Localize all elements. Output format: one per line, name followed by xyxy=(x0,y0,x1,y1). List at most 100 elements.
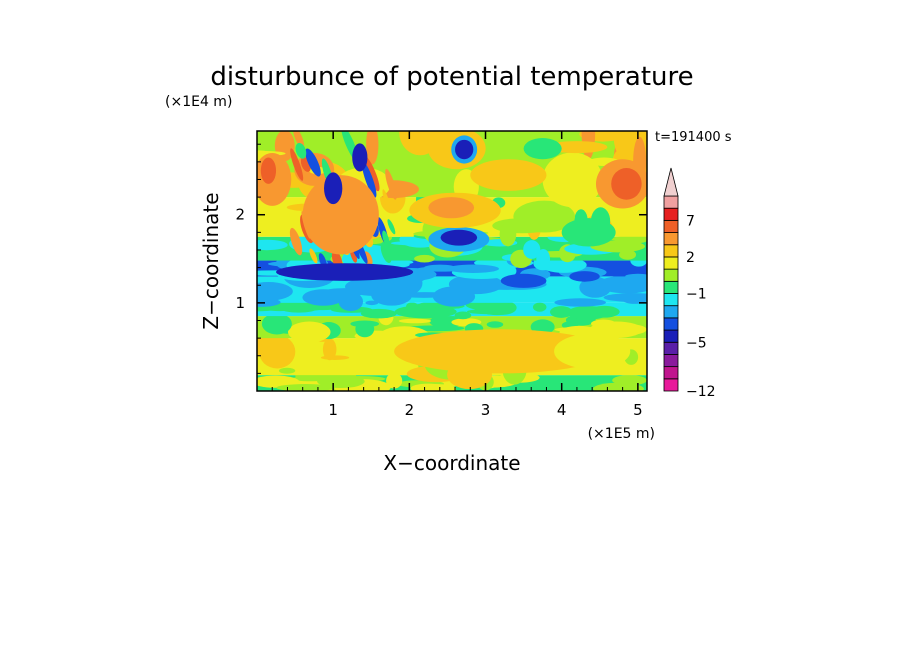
contour-patch xyxy=(448,274,504,295)
contour-patch xyxy=(625,273,647,279)
contour-features xyxy=(257,135,647,374)
contour-patch xyxy=(532,302,547,312)
y-tick-label: 1 xyxy=(235,294,245,312)
colorbar xyxy=(663,167,679,392)
x-axis: 1 2 3 4 5 xyxy=(271,131,643,419)
contour-blob xyxy=(611,168,642,200)
wave-streak xyxy=(361,161,377,198)
wave-streak xyxy=(295,142,307,159)
contour-patch xyxy=(554,327,595,333)
contour-blob xyxy=(440,229,478,246)
colorbar-swatch xyxy=(663,354,679,368)
contour-patch xyxy=(257,375,300,388)
wave-streak xyxy=(380,242,392,263)
wave-streak xyxy=(309,248,318,264)
colorbar-labels: 7 2 −1 −5 −12 xyxy=(686,213,716,400)
contour-patch xyxy=(423,303,437,317)
contour-patch xyxy=(513,200,576,233)
contour-blob xyxy=(470,159,547,191)
colorbar-swatch xyxy=(663,219,679,233)
colorbar-extend-arrow xyxy=(663,167,679,197)
colorbar-swatch xyxy=(663,317,679,331)
contour-patch xyxy=(447,264,499,273)
contour-patch xyxy=(622,296,647,304)
colorbar-swatch xyxy=(663,341,679,355)
colorbar-tick-label: 7 xyxy=(686,213,695,229)
contour-patch xyxy=(549,306,573,318)
contour-blob xyxy=(523,138,562,160)
x-scale-label: (×1E5 m) xyxy=(588,426,655,442)
contour-blob xyxy=(302,175,379,255)
x-tick-label: 5 xyxy=(633,401,643,419)
contour-patch xyxy=(542,152,603,208)
contour-patch xyxy=(365,300,379,306)
contour-blob xyxy=(500,273,547,288)
contour-blob xyxy=(554,333,631,369)
contour-blob xyxy=(324,172,343,205)
colorbar-swatch xyxy=(663,366,679,380)
wave-streak xyxy=(305,148,321,177)
plot-frame xyxy=(256,130,648,392)
wave-streak xyxy=(382,189,392,214)
contour-patch xyxy=(366,131,379,165)
contour-patch xyxy=(360,308,397,319)
colorbar-swatch xyxy=(663,280,679,294)
colorbar-swatch xyxy=(663,256,679,270)
y-axis-label: Z−coordinate xyxy=(199,192,223,329)
contour-patch xyxy=(486,321,504,328)
contour-patch xyxy=(261,313,292,335)
colorbar-tick-label: −1 xyxy=(686,287,707,303)
x-tick-label: 1 xyxy=(328,401,338,419)
contour-patch xyxy=(590,319,616,328)
colorbar-tick-label: −5 xyxy=(686,335,707,351)
plot-area xyxy=(257,131,647,391)
contour-patch xyxy=(593,382,644,391)
contour-patch xyxy=(414,254,435,263)
wave-streak xyxy=(382,230,390,247)
x-axis-label: X−coordinate xyxy=(383,451,520,475)
contour-patch xyxy=(617,324,647,335)
colorbar-tick-label: −12 xyxy=(686,384,716,400)
contour-patch xyxy=(371,284,413,306)
wave-streak xyxy=(290,148,304,181)
contour-patch xyxy=(271,306,323,312)
x-tick-label: 3 xyxy=(481,401,491,419)
colorbar-swatch xyxy=(663,329,679,343)
time-label: t=191400 s xyxy=(655,130,732,145)
contour-patch xyxy=(317,374,365,389)
contour-patch xyxy=(478,301,515,316)
colorbar-swatch xyxy=(663,268,679,282)
y-tick-label: 2 xyxy=(235,206,245,224)
contour-patch xyxy=(536,249,551,269)
contour-patch xyxy=(589,305,620,318)
contour-patch xyxy=(287,321,331,343)
contour-blob xyxy=(394,329,608,374)
colorbar-swatch xyxy=(663,195,679,209)
colorbar-swatch xyxy=(663,378,679,392)
contour-patch xyxy=(257,239,288,251)
contour-patch xyxy=(276,384,336,391)
contour-blob xyxy=(455,139,474,160)
contour-patch xyxy=(554,298,606,307)
wave-streak xyxy=(289,227,303,256)
contour-patch xyxy=(386,372,403,389)
contour-patch xyxy=(259,335,296,369)
colorbar-swatch xyxy=(663,293,679,307)
contour-patch xyxy=(499,222,517,247)
contour-blob xyxy=(276,263,414,281)
contour-blob xyxy=(352,143,368,172)
contour-patch xyxy=(322,338,337,361)
y-scale-label: (×1E4 m) xyxy=(165,94,232,110)
contour-patch xyxy=(355,320,375,338)
wave-streak xyxy=(385,168,397,200)
chart-title: disturbunce of potential temperature xyxy=(210,62,693,92)
contour-patch xyxy=(406,302,419,311)
contour-patch xyxy=(320,355,350,360)
y-axis: 12 xyxy=(235,143,647,374)
contour-patch xyxy=(619,249,637,260)
x-tick-label: 4 xyxy=(557,401,567,419)
colorbar-swatch xyxy=(663,244,679,258)
contour-patch xyxy=(546,141,608,154)
colorbar-swatch xyxy=(663,207,679,221)
